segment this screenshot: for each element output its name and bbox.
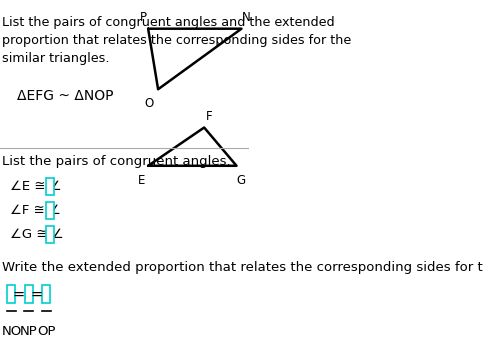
Text: ΔEFG ~ ΔNOP: ΔEFG ~ ΔNOP [17,89,114,103]
Text: OP: OP [37,325,56,337]
Text: ∠E ≅ ∠: ∠E ≅ ∠ [10,180,61,193]
Text: ∠F ≅ ∠: ∠F ≅ ∠ [10,204,61,217]
FancyBboxPatch shape [46,178,54,195]
Text: =: = [13,286,25,302]
Text: NP: NP [20,325,38,337]
Text: NO: NO [1,325,22,337]
FancyBboxPatch shape [7,285,15,303]
FancyBboxPatch shape [46,202,54,219]
Text: List the pairs of congruent angles and the extended
proportion that relates the : List the pairs of congruent angles and t… [2,16,352,65]
Text: E: E [138,174,145,187]
Text: F: F [206,110,213,123]
Text: N: N [242,11,251,24]
Text: =: = [30,286,42,302]
Text: G: G [236,174,245,187]
Text: Write the extended proportion that relates the corresponding sides for the simil: Write the extended proportion that relat… [2,262,484,274]
Text: ∠G ≅ ∠: ∠G ≅ ∠ [10,228,63,241]
Text: List the pairs of congruent angles.: List the pairs of congruent angles. [2,155,231,167]
FancyBboxPatch shape [25,285,33,303]
FancyBboxPatch shape [42,285,50,303]
Text: O: O [145,97,154,110]
FancyBboxPatch shape [46,225,54,243]
Text: P: P [139,11,146,24]
